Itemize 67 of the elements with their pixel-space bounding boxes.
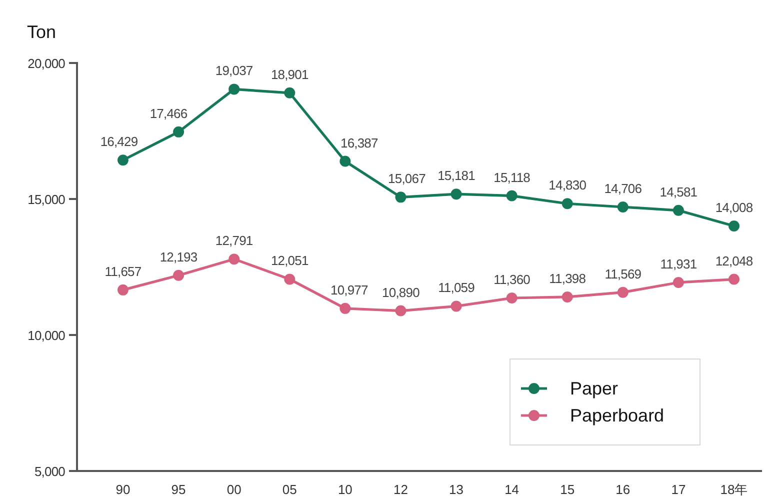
point <box>506 292 518 304</box>
data-label: 11,360 <box>494 272 530 288</box>
point <box>672 204 684 216</box>
point <box>506 190 518 202</box>
data-label: 15,181 <box>438 168 476 184</box>
data-label: 11,569 <box>604 266 642 282</box>
point <box>173 126 184 138</box>
x-tick-label: 10 <box>338 482 352 497</box>
point <box>340 302 351 314</box>
data-label: 16,429 <box>100 134 138 150</box>
point <box>728 220 740 232</box>
data-label: 17,466 <box>150 106 188 121</box>
data-label: 15,067 <box>388 171 426 186</box>
data-label: 11,657 <box>104 264 142 279</box>
point <box>118 284 128 296</box>
y-tick-label: 15,000 <box>28 192 66 207</box>
y-tick-label: 20,000 <box>28 56 66 71</box>
point <box>118 154 128 166</box>
x-tick-label: 17 <box>671 482 686 497</box>
x-tick-label: 13 <box>449 482 464 497</box>
point <box>395 192 406 203</box>
point <box>617 201 628 212</box>
point <box>228 254 240 265</box>
point <box>450 300 462 312</box>
point <box>228 84 240 95</box>
x-tick-label: 18年 <box>720 482 748 497</box>
data-label: 14,008 <box>715 200 753 215</box>
x-tick-label: 00 <box>226 482 242 497</box>
point <box>340 156 351 167</box>
y-axis-title: Ton <box>27 22 56 42</box>
data-label: 19,037 <box>215 63 253 78</box>
data-label: 14,581 <box>660 184 698 200</box>
point <box>173 270 184 281</box>
point <box>562 198 573 210</box>
x-tick-label: 05 <box>282 482 297 497</box>
data-label: 12,048 <box>715 253 753 268</box>
point <box>284 87 296 98</box>
data-label: 14,830 <box>548 178 586 193</box>
data-label: 11,931 <box>660 256 697 272</box>
x-tick-label: 15 <box>560 482 575 497</box>
data-label: 15,118 <box>494 170 530 185</box>
data-label: 16,387 <box>340 135 378 150</box>
legend-label: Paperboard <box>570 406 664 426</box>
x-tick-label: 12 <box>393 482 408 497</box>
x-tick-label: 95 <box>171 482 186 497</box>
point <box>562 291 573 302</box>
data-label: 10,890 <box>382 284 420 300</box>
point <box>450 188 462 200</box>
data-label: 18,901 <box>270 66 308 82</box>
data-label: 11,398 <box>549 270 586 286</box>
point <box>672 276 684 288</box>
x-tick-label: 90 <box>116 482 130 497</box>
data-label: 12,051 <box>270 253 308 268</box>
legend-label: Paper <box>570 378 618 398</box>
y-tick-label: 10,000 <box>28 328 66 343</box>
x-tick-label: 16 <box>616 482 630 497</box>
point <box>728 274 740 285</box>
point <box>617 286 628 298</box>
data-label: 11,059 <box>438 280 475 296</box>
x-tick-label: 14 <box>504 482 520 497</box>
data-label: 12,193 <box>160 249 198 264</box>
point <box>284 274 296 285</box>
data-label: 10,977 <box>330 282 368 298</box>
data-label: 14,706 <box>604 180 642 196</box>
point <box>395 305 406 316</box>
y-tick-label: 5,000 <box>34 464 66 479</box>
data-label: 12,791 <box>215 233 253 248</box>
